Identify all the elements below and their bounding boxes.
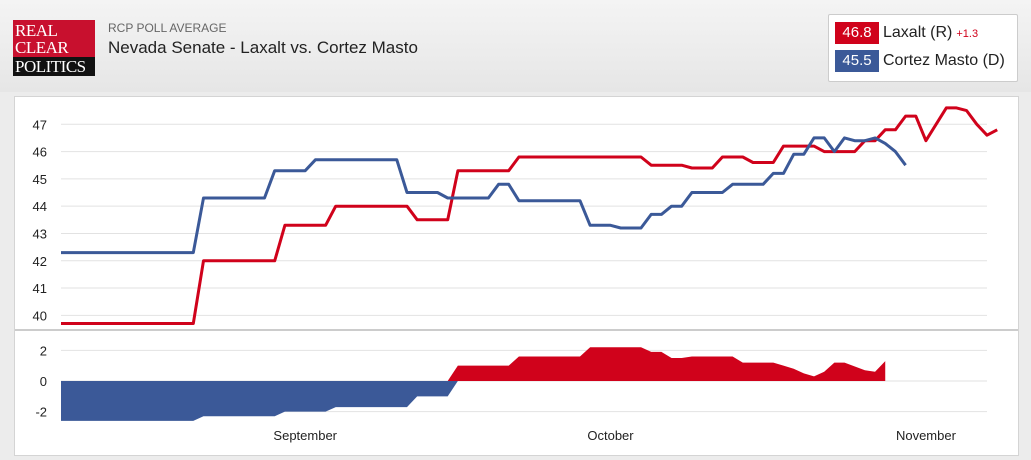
y-tick-main-41: 41 (33, 281, 47, 296)
y-tick-main-46: 46 (33, 145, 47, 160)
legend-name-wrap-cortez-masto: Cortez Masto (D) (883, 50, 1005, 72)
x-tick-september: September (273, 428, 337, 443)
series-line-laxalt (61, 106, 998, 325)
y-tick-main-45: 45 (33, 172, 47, 187)
logo-black-band (13, 57, 95, 76)
legend-name-wrap-laxalt: Laxalt (R) +1.3 (883, 22, 978, 45)
logo-line-1: REAL (15, 21, 58, 40)
x-tick-october: October (587, 428, 634, 443)
chart-header: REAL CLEAR POLITICS RCP POLL AVERAGE Nev… (0, 0, 1031, 92)
series-line-cortez-masto (61, 136, 907, 255)
chart-area: 40 41 42 43 44 45 46 47 2 0 -2 September October Nove… (14, 96, 1019, 456)
chart-title: Nevada Senate - Laxalt vs. Cortez Masto (108, 38, 418, 57)
spread-area-democrat (61, 381, 886, 421)
legend-value-cortez-masto: 45.5 (835, 50, 879, 72)
y-tick-main-43: 43 (33, 226, 47, 241)
spread-area-republican (61, 347, 886, 381)
legend-name-cortez-masto: Cortez Masto (D) (883, 52, 1005, 69)
y-tick-main-47: 47 (33, 117, 47, 132)
logo-line-3: POLITICS (15, 57, 86, 76)
chart-subtitle: RCP POLL AVERAGE (108, 21, 227, 35)
legend-value-laxalt: 46.8 (835, 22, 879, 44)
y-tick-spread-0: 0 (40, 374, 47, 389)
y-tick-spread--2: -2 (35, 405, 47, 420)
y-tick-main-42: 42 (33, 254, 47, 269)
logo-line-2: CLEAR (15, 38, 69, 57)
legend-name-laxalt: Laxalt (R) (883, 24, 953, 41)
y-tick-main-40: 40 (33, 308, 47, 323)
x-tick-november: November (896, 428, 957, 443)
poll-chart-svg: 40 41 42 43 44 45 46 47 2 0 -2 September October Nove… (15, 106, 1018, 443)
legend: 46.8 Laxalt (R) +1.3 45.5 Cortez Masto (D… (828, 14, 1018, 82)
y-tick-spread-2: 2 (40, 343, 47, 358)
rcp-logo[interactable]: REAL CLEAR POLITICS (13, 20, 95, 76)
y-tick-main-44: 44 (33, 199, 47, 214)
legend-change-laxalt: +1.3 (956, 28, 979, 40)
